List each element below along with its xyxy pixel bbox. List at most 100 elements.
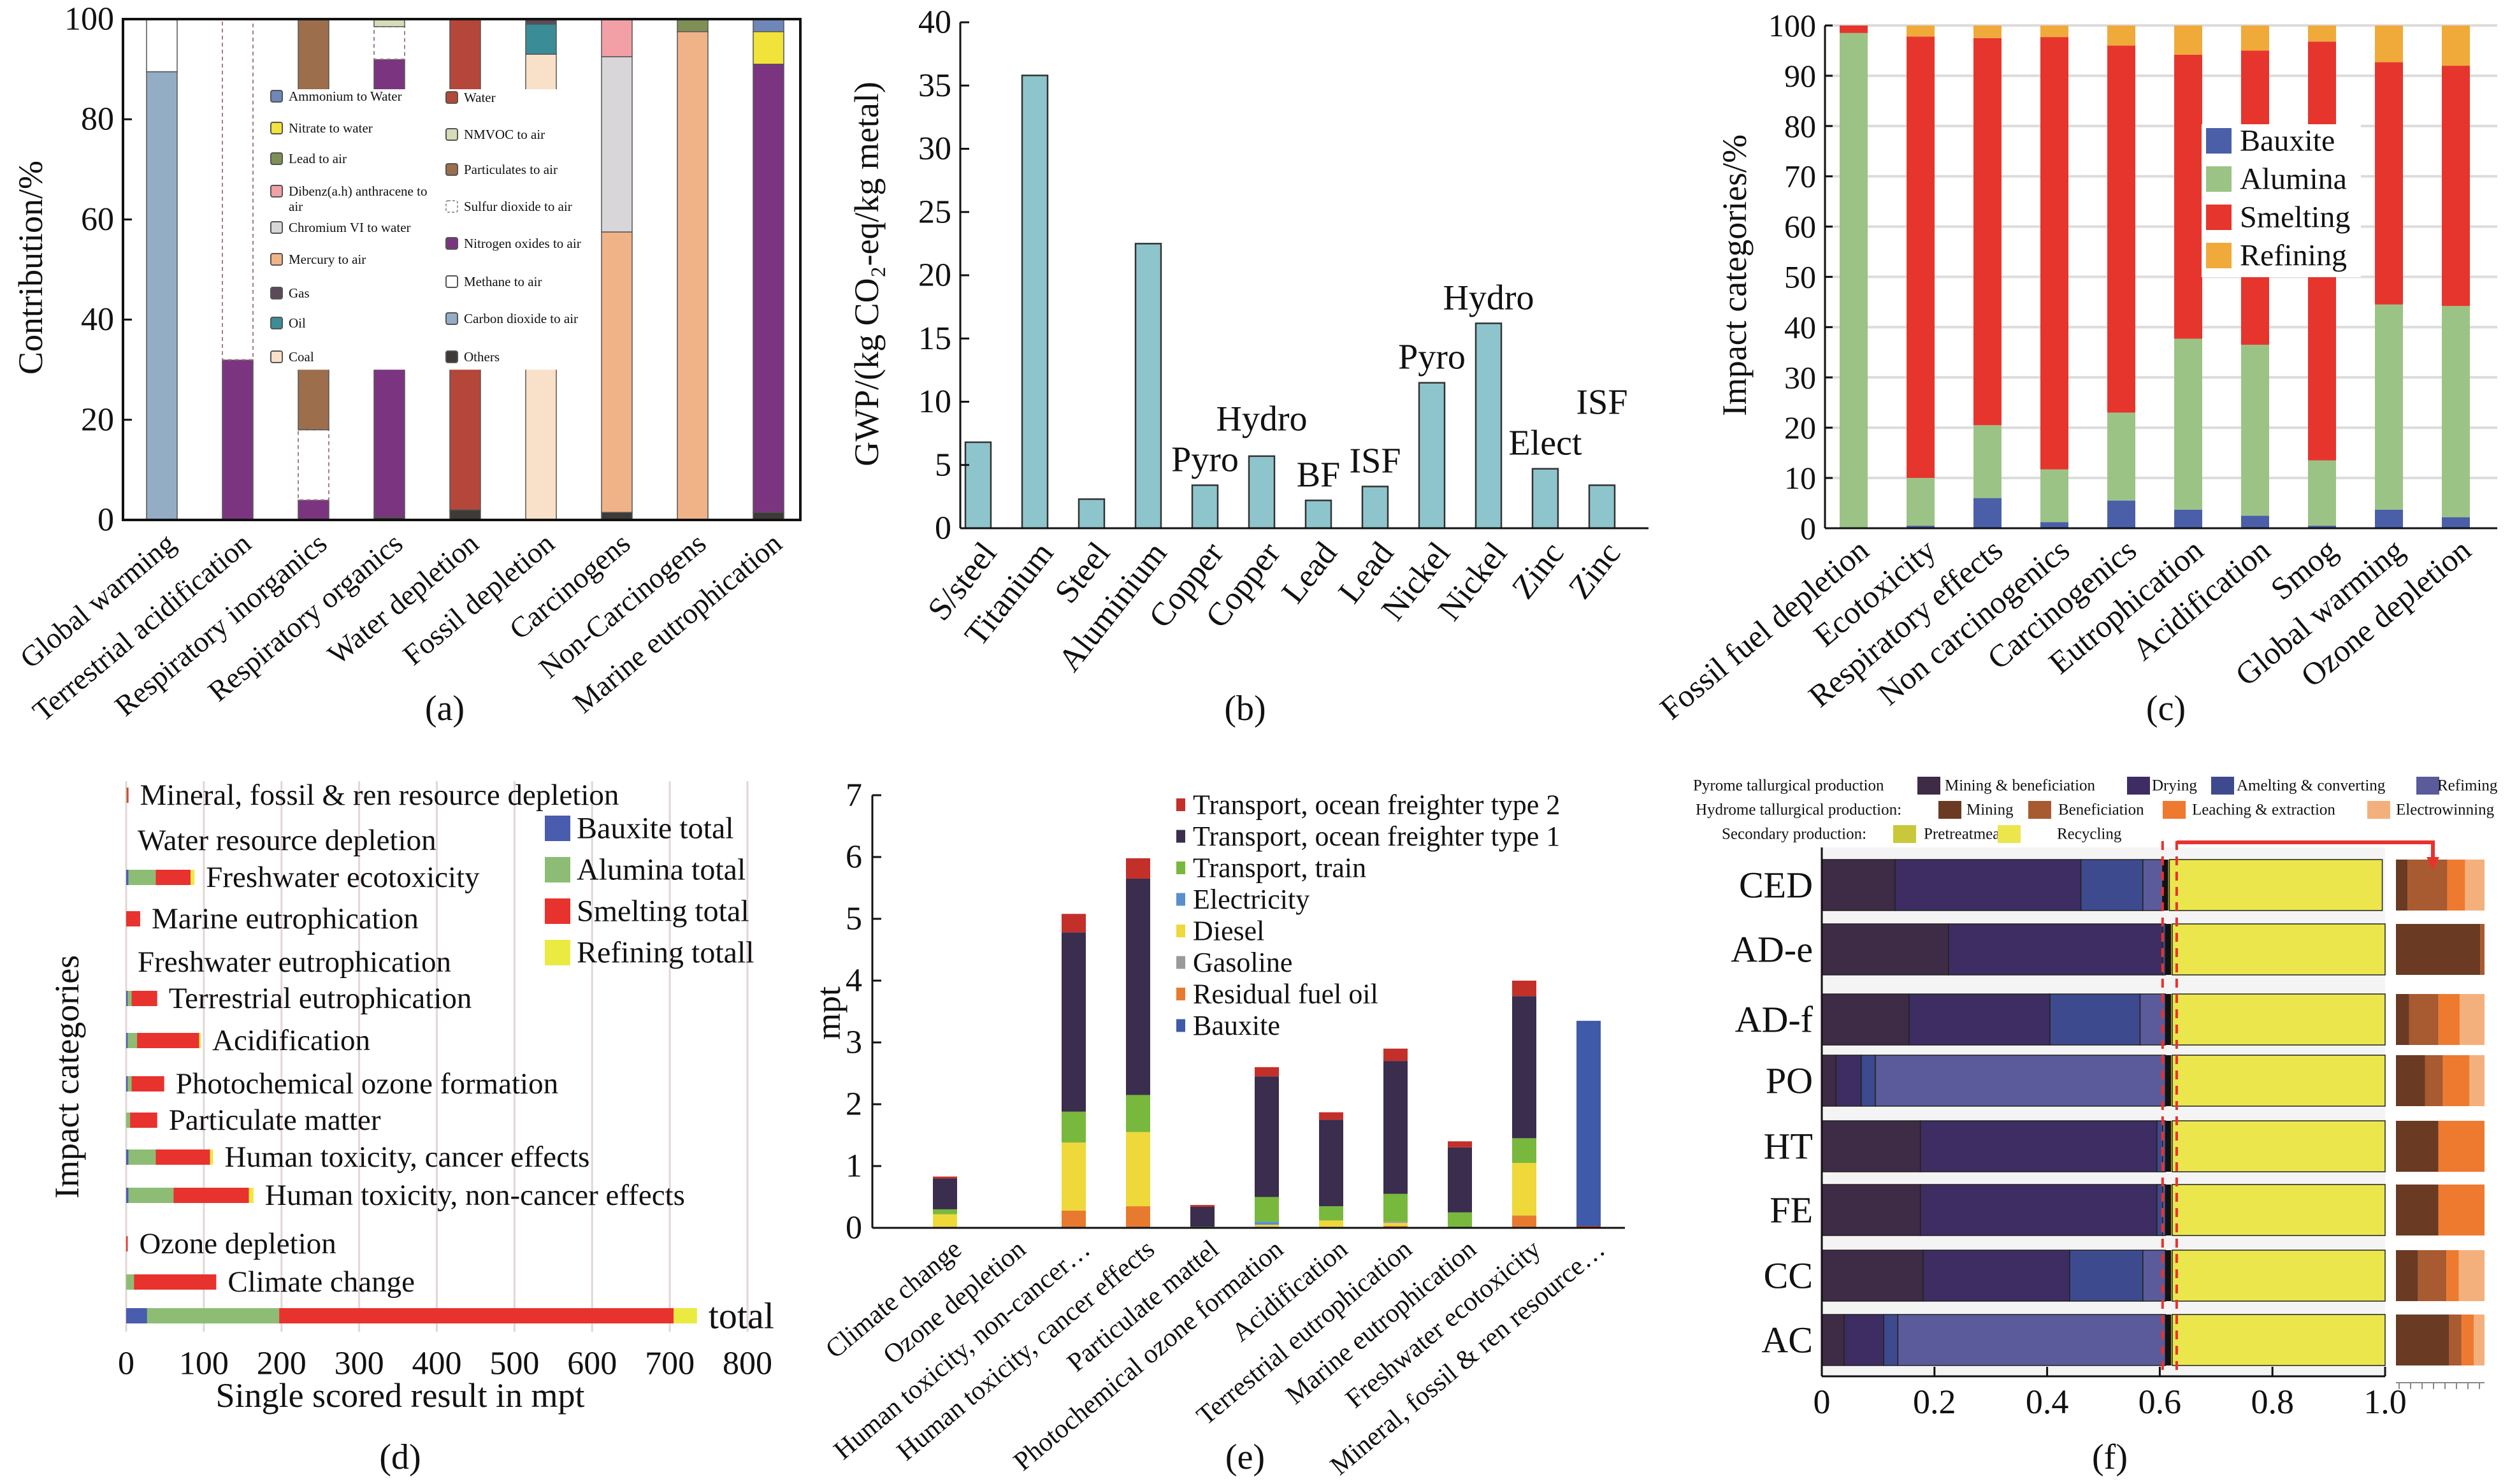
bar-segment [2308,460,2336,526]
bar [1588,484,1616,529]
bar-segment [127,1033,138,1048]
bar-segment [126,1113,131,1128]
highlight-bracket [2176,840,2435,861]
bar-segment [1907,25,1935,37]
bar-segment [674,1308,697,1323]
bar-segment-recycling [2172,1250,2386,1302]
legend-group-label: Hydrome tallurgical production: [1696,802,1901,819]
y-tick-label: 100 [64,1,114,38]
bar-segment-pyro [2080,859,2144,911]
legend-swatch [270,152,283,165]
y-tick-label: 0 [97,502,114,538]
legend-label: Smelting total [577,895,749,928]
inset-bar-segment [2425,1055,2443,1106]
category-label: Water resource depletion [138,824,436,857]
bar-segment [1190,1207,1215,1227]
category-label: Human toxicity, non-cancer effects [265,1179,685,1212]
bar-segment [126,1033,128,1048]
bar-segment-pretreatment [2171,1121,2172,1172]
legend-group-label: Pyrome tallurgical production [1693,777,1884,795]
legend-swatch [2416,777,2439,795]
legend-swatch [2127,777,2150,795]
y-tick-label: 60 [81,201,114,238]
bar-segment [1840,32,1868,528]
x-tick-label: 500 [489,1346,539,1382]
legend-label: Carbon dioxide to air [464,311,578,326]
bar-segment [677,31,709,521]
legend-label: Diesel [1193,916,1264,947]
plot-frame [122,18,802,521]
bar-segment-pyro [1897,1314,2166,1366]
bar-segment [127,1076,132,1091]
bar-segment-pretreatment [2168,860,2170,911]
y-axis-label: Impact categories [48,955,86,1199]
row-label: AD-f [1735,999,1814,1041]
bar-segment-pretreatment [2171,1055,2172,1106]
y-tick-label: 0 [846,1210,862,1246]
legend-label: Refining [2240,239,2347,273]
bar-segment-hydro [2165,1315,2172,1365]
x-tick-label: 0 [118,1346,134,1382]
y-tick-label: 90 [1784,58,1816,94]
legend-swatch [1998,825,2021,843]
x-tick-label: 0.6 [2139,1383,2182,1421]
bar-segment [2107,500,2135,528]
category-label: Mineral, fossil & ren resource depletion [140,779,619,812]
y-tick-label: 40 [1784,309,1816,345]
panel-b-chart: S/steelTitaniumSteelAluminiumPyroCopperH… [847,4,1648,679]
category-label: Climate change [227,1265,415,1299]
y-tick-label: 35 [918,68,951,104]
bar-segment-hydro [2165,1250,2172,1301]
y-tick-label: 70 [1784,159,1816,194]
x-axis-label: Single scored result in mpt [216,1376,585,1415]
legend-swatch [2206,205,2232,230]
bar-segment-hydro [2165,924,2172,975]
bar-segment [2040,522,2068,528]
y-tick-label: 30 [918,131,951,167]
bar-segment [155,1149,210,1165]
category-label: Freshwater ecotoxicity [206,861,480,894]
bar-segment [1319,1220,1343,1228]
y-tick-label: 10 [1784,460,1816,496]
bar-segment [2308,25,2336,42]
bar-segment-hydro [2165,994,2172,1045]
category-label: Human toxicity, cancer effects [225,1141,590,1174]
bar-segment [2442,66,2470,306]
inset-bar-segment [2446,1250,2459,1301]
bar-segment [933,1178,957,1209]
bar-segment [126,1274,134,1290]
legend-label: Nitrogen oxides to air [464,236,581,251]
bar-segment [1907,478,1935,526]
bar-segment [1512,1138,1536,1163]
legend-label: Electrowinning [2396,802,2495,819]
bar-segment [601,56,633,233]
bar-segment-hydro [2165,1185,2172,1235]
bar-segment [1448,1212,1472,1228]
legend-swatch [445,200,458,213]
legend-label: Dibenz(a.h) anthracene to air [289,184,428,214]
legend-box [268,89,593,370]
bar-segment-recycling [2172,1055,2386,1107]
bar-segment [2174,338,2202,510]
bar-segment [126,788,127,803]
bar-segment [1126,858,1150,879]
legend-swatch [545,857,570,882]
legend-swatch [1938,801,1961,819]
bar-segment [1512,1163,1536,1216]
legend-label: Bauxite [2240,124,2335,158]
bar-segment [1383,1061,1408,1194]
legend-label: Transport, train [1193,853,1366,884]
y-tick-label: 0 [935,510,951,547]
bar-segment-hydro [2165,1055,2172,1106]
y-tick-label: 7 [846,777,862,814]
legend-swatch [2163,801,2186,819]
bar-segment [1255,1197,1279,1222]
bar-segment-pyro [2139,993,2166,1046]
y-tick-label: 5 [935,447,951,483]
legend-swatch [545,940,570,965]
y-axis-label: mpt [809,986,847,1040]
panel-d-chart: 0 100 200 300 400 500 600 700 800 Mineral, fossil… [48,779,774,1415]
legend-swatch [1917,777,1940,795]
